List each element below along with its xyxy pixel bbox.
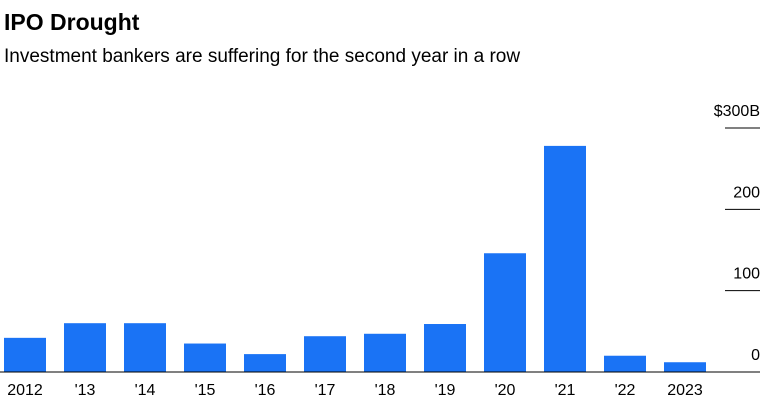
y-tick-label: 0 bbox=[751, 347, 760, 364]
x-tick-label: '15 bbox=[195, 382, 216, 399]
x-tick-label: '21 bbox=[555, 382, 576, 399]
chart-subtitle: Investment bankers are suffering for the… bbox=[4, 46, 520, 67]
bar bbox=[64, 323, 106, 372]
x-tick-label: '14 bbox=[135, 382, 156, 399]
chart-title: IPO Drought bbox=[4, 9, 140, 35]
bar bbox=[664, 362, 706, 372]
bar bbox=[484, 253, 526, 372]
bar bbox=[4, 337, 46, 372]
x-tick-label: '17 bbox=[315, 382, 336, 399]
y-tick-label: 200 bbox=[733, 184, 760, 201]
x-tick-label: '13 bbox=[75, 382, 96, 399]
bar bbox=[544, 145, 586, 372]
bar bbox=[244, 354, 286, 372]
x-tick-label: '16 bbox=[255, 382, 276, 399]
bar bbox=[424, 324, 466, 372]
y-tick-label: 100 bbox=[733, 266, 760, 283]
bar bbox=[124, 323, 166, 372]
y-tick-label: $300B bbox=[714, 103, 760, 120]
bar bbox=[604, 355, 646, 372]
x-tick-label: '22 bbox=[615, 382, 636, 399]
bar bbox=[304, 336, 346, 372]
x-tick-label: '20 bbox=[495, 382, 516, 399]
bar bbox=[184, 343, 226, 372]
x-tick-label: 2023 bbox=[667, 382, 703, 399]
x-tick-label: '19 bbox=[435, 382, 456, 399]
x-tick-label: '18 bbox=[375, 382, 396, 399]
x-tick-label: 2012 bbox=[7, 382, 43, 399]
bar bbox=[364, 333, 406, 372]
